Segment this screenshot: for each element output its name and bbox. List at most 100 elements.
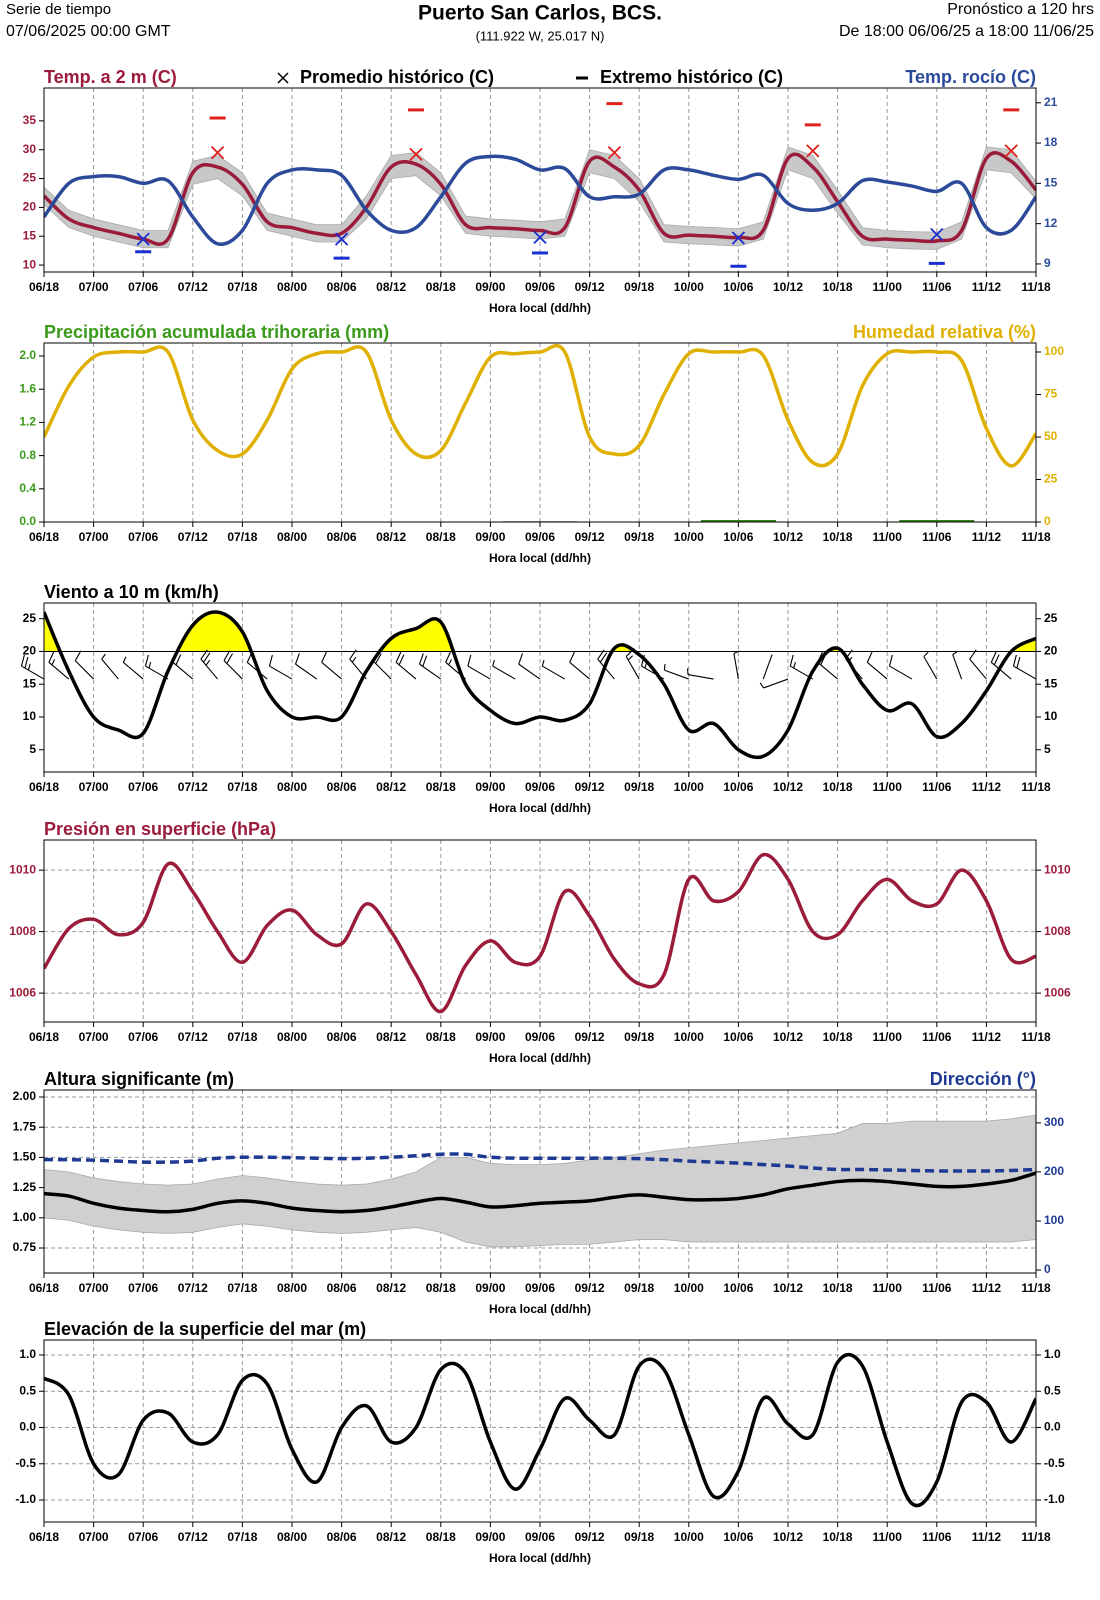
x-tick-label: 08/12	[376, 780, 406, 794]
plot-area	[44, 852, 1036, 1014]
x-tick-label: 11/00	[873, 780, 903, 794]
y-tick-label: 15	[23, 676, 37, 690]
header-label: Serie de tiempo	[6, 1, 111, 18]
y2-tick-label: -0.5	[1044, 1456, 1065, 1470]
line	[44, 852, 1036, 1014]
y-tick-label: 25	[23, 171, 37, 185]
y2-tick-label: 50	[1044, 429, 1058, 443]
x-tick-label: 10/12	[773, 1030, 803, 1044]
legend-entry: Dirección (°)	[930, 1069, 1036, 1089]
line	[44, 151, 1036, 246]
x-tick-label: 07/06	[128, 780, 158, 794]
y2-tick-label: 15	[1044, 176, 1058, 190]
x-tick-label: 10/00	[674, 1281, 704, 1295]
y2-tick-label: 12	[1044, 216, 1058, 230]
x-tick-label: 10/06	[723, 530, 753, 544]
y-tick-label: 0.0	[19, 1420, 36, 1434]
wind-barb	[789, 654, 814, 680]
x-tick-label: 08/00	[277, 280, 307, 294]
x-tick-label: 11/18	[1021, 780, 1051, 794]
x-tick-label: 11/18	[1021, 530, 1051, 544]
marker	[533, 230, 547, 245]
page-title: Puerto San Carlos, BCS.	[418, 2, 662, 25]
wind-barb	[172, 651, 194, 680]
y2-tick-label: 25	[1044, 611, 1058, 625]
plot-frame	[43, 839, 1037, 1023]
x-tick-label: 08/12	[376, 280, 406, 294]
legend-entry: Presión en superficie (hPa)	[44, 819, 276, 839]
y-tick-label: 1.50	[13, 1150, 37, 1164]
x-tick-label: 11/12	[972, 530, 1002, 544]
header-range: De 18:00 06/06/25 a 18:00 11/06/25	[839, 23, 1094, 40]
y-tick-label: 1010	[9, 862, 36, 876]
y-tick-label: 1.0	[19, 1347, 36, 1361]
y2-tick-label: 18	[1044, 135, 1058, 149]
x-tick-label: 11/00	[873, 1530, 903, 1544]
y2-tick-label: 5	[1044, 742, 1051, 756]
x-tick-label: 11/00	[873, 1030, 903, 1044]
wind-barb	[445, 651, 466, 680]
x-tick-label: 11/06	[922, 530, 952, 544]
x-tick-label: 07/06	[128, 1030, 158, 1044]
y-tick-label: 30	[23, 142, 37, 156]
x-tick-label: 07/18	[227, 780, 257, 794]
wind-barb	[817, 651, 838, 680]
y2-tick-label: 0	[1044, 514, 1051, 528]
y2-tick-label: 0.0	[1044, 1420, 1061, 1434]
x-tick-label: 10/12	[773, 530, 803, 544]
x-tick-label: 08/06	[327, 1281, 357, 1295]
x-tick-label: 06/18	[29, 530, 59, 544]
band	[44, 146, 1036, 250]
wind-barb	[321, 651, 342, 680]
y-tick-label: 5	[29, 742, 36, 756]
x-tick-label: 11/12	[972, 1030, 1002, 1044]
wind-barb	[200, 649, 219, 680]
x-tick-label: 11/06	[922, 280, 952, 294]
y-tick-label: 10	[23, 257, 37, 271]
x-tick-label: 11/06	[922, 1530, 952, 1544]
wind-barb	[569, 651, 590, 680]
wind-barb	[294, 653, 318, 680]
x-tick-label: 08/06	[327, 280, 357, 294]
y2-tick-label: 1006	[1044, 985, 1071, 999]
x-tick-label: 07/00	[79, 280, 109, 294]
coordinates: (111.922 W, 25.017 N)	[476, 28, 605, 43]
line	[44, 343, 1036, 468]
wind-barb	[762, 654, 773, 680]
wind-barb	[663, 663, 689, 680]
y2-tick-label: 10	[1044, 709, 1058, 723]
x-tick-label: 09/00	[475, 1030, 505, 1044]
x-tick-label: 08/00	[277, 1281, 307, 1295]
marker	[210, 145, 225, 160]
wind-barb	[492, 659, 516, 680]
x-tick-label: 09/18	[624, 280, 654, 294]
x-tick-label: 10/06	[723, 1281, 753, 1295]
x-tick-label: 10/06	[723, 1530, 753, 1544]
marker	[806, 144, 820, 158]
legend-symbol	[277, 72, 289, 84]
y2-tick-label: 200	[1044, 1164, 1064, 1178]
x-tick-label: 06/18	[29, 280, 59, 294]
x-tick-label: 10/18	[823, 530, 853, 544]
marker	[334, 232, 349, 246]
y2-tick-label: 300	[1044, 1115, 1064, 1129]
marker	[136, 232, 150, 246]
x-tick-label: 07/12	[178, 280, 208, 294]
x-tick-label: 08/00	[277, 1530, 307, 1544]
legend-entry: Elevación de la superficie del mar (m)	[44, 1319, 366, 1339]
plot-area	[44, 1114, 1036, 1248]
x-tick-label: 07/18	[227, 1281, 257, 1295]
y-tick-label: 1.6	[19, 381, 36, 395]
wind-barb	[48, 651, 70, 680]
marker	[930, 227, 944, 242]
y-tick-label: -1.0	[15, 1492, 36, 1506]
x-tick-label: 08/18	[426, 1281, 456, 1295]
wind-barb	[866, 651, 888, 680]
wind-barb	[268, 654, 293, 680]
x-tick-label: 08/06	[327, 780, 357, 794]
y2-tick-label: 9	[1044, 256, 1051, 270]
x-axis-label: Hora local (dd/hh)	[489, 1551, 591, 1565]
x-tick-label: 09/06	[525, 780, 555, 794]
wind-barb	[20, 654, 45, 680]
y2-tick-label: 25	[1044, 472, 1058, 486]
